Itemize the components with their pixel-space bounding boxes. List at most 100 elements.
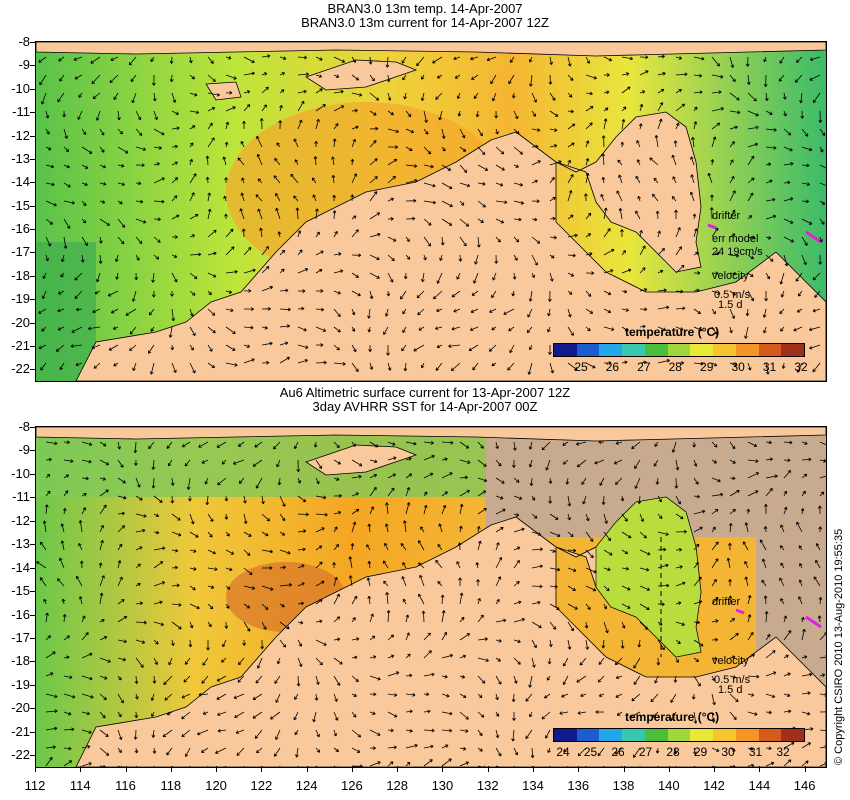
current-arrow xyxy=(222,156,227,166)
current-arrow xyxy=(45,164,55,169)
current-arrow xyxy=(413,344,425,352)
bottom-panel-title: Au6 Altimetric surface current for 13-Ap… xyxy=(0,386,850,414)
current-arrow xyxy=(657,88,665,94)
lon-tick xyxy=(170,766,172,772)
current-arrow xyxy=(63,459,74,463)
current-arrow xyxy=(513,441,517,451)
current-arrow xyxy=(477,637,488,641)
current-arrow xyxy=(620,229,624,238)
current-arrow xyxy=(448,344,461,348)
lon-label: 126 xyxy=(341,778,363,793)
current-arrow xyxy=(451,326,461,331)
current-arrow xyxy=(189,326,196,336)
lat-tick xyxy=(30,345,35,347)
current-arrow xyxy=(224,621,229,629)
current-arrow xyxy=(621,86,631,94)
current-arrow xyxy=(585,122,593,130)
lat-label: -14 xyxy=(11,559,30,575)
current-arrow xyxy=(255,675,263,684)
current-arrow xyxy=(561,693,569,698)
current-arrow xyxy=(418,540,425,551)
lat-tick xyxy=(30,638,35,640)
current-arrow xyxy=(78,543,83,551)
current-arrow xyxy=(117,543,123,551)
current-arrow xyxy=(117,495,127,500)
current-arrow xyxy=(441,218,453,226)
current-arrow xyxy=(117,560,122,569)
current-arrow xyxy=(423,236,432,247)
current-arrow xyxy=(423,759,433,767)
current-arrow xyxy=(171,602,182,607)
current-arrow xyxy=(675,565,683,569)
current-arrow xyxy=(548,344,552,355)
current-arrow xyxy=(783,742,795,749)
lon-label: 116 xyxy=(115,778,136,793)
current-arrow xyxy=(495,459,502,467)
current-arrow xyxy=(620,495,625,502)
current-arrow xyxy=(819,200,826,205)
current-arrow xyxy=(333,657,343,665)
current-arrow xyxy=(477,490,487,497)
current-arrow xyxy=(168,326,173,338)
current-arrow xyxy=(74,272,83,281)
current-arrow xyxy=(43,598,47,605)
lat-label: -15 xyxy=(11,197,30,213)
current-arrow xyxy=(747,235,755,240)
current-arrow xyxy=(476,579,480,587)
current-arrow xyxy=(440,594,445,605)
current-arrow xyxy=(261,549,273,554)
current-arrow xyxy=(331,156,335,166)
current-arrow xyxy=(279,639,287,648)
current-arrow xyxy=(369,140,377,148)
current-arrow xyxy=(577,747,587,757)
current-arrow xyxy=(781,362,786,369)
current-arrow xyxy=(189,158,193,166)
current-arrow xyxy=(819,729,826,732)
current-arrow xyxy=(279,549,291,555)
current-arrow xyxy=(798,596,803,605)
current-arrow xyxy=(117,146,129,154)
current-arrow xyxy=(184,747,191,757)
current-arrow xyxy=(729,92,740,101)
current-arrow xyxy=(171,565,178,570)
current-arrow xyxy=(744,576,749,587)
current-arrow xyxy=(225,567,233,572)
current-arrow xyxy=(333,477,340,481)
current-arrow xyxy=(459,128,466,139)
current-arrow xyxy=(675,56,682,60)
current-arrow xyxy=(275,693,281,703)
current-arrow xyxy=(240,192,245,202)
bottom-title-line2: 3day AVHRR SST for 14-Apr-2007 00Z xyxy=(312,399,538,414)
current-arrow xyxy=(117,525,126,533)
current-arrow xyxy=(549,92,556,101)
current-arrow xyxy=(797,290,803,297)
current-arrow xyxy=(693,620,700,625)
current-arrow xyxy=(99,675,108,680)
current-arrow xyxy=(530,747,535,759)
current-arrow xyxy=(657,71,666,76)
current-arrow xyxy=(799,563,803,569)
current-arrow xyxy=(531,179,538,184)
current-arrow xyxy=(297,564,305,569)
current-arrow xyxy=(621,308,629,312)
current-arrow xyxy=(99,218,110,226)
current-arrow xyxy=(796,362,803,373)
current-arrow xyxy=(763,74,768,87)
current-arrow xyxy=(387,254,395,262)
current-arrow xyxy=(169,74,174,83)
current-arrow xyxy=(243,603,251,609)
current-arrow xyxy=(39,74,47,86)
current-arrow xyxy=(225,74,237,80)
current-arrow xyxy=(693,600,703,605)
current-arrow xyxy=(603,56,613,62)
current-arrow xyxy=(387,654,395,659)
current-arrow xyxy=(779,56,785,64)
current-arrow xyxy=(277,231,282,238)
current-arrow xyxy=(621,549,629,555)
current-arrow xyxy=(765,128,777,132)
current-arrow xyxy=(45,693,58,699)
current-arrow xyxy=(456,92,461,100)
colorbar-tick-label: 28 xyxy=(668,360,682,374)
current-arrow xyxy=(747,472,760,479)
current-arrow xyxy=(423,650,432,659)
